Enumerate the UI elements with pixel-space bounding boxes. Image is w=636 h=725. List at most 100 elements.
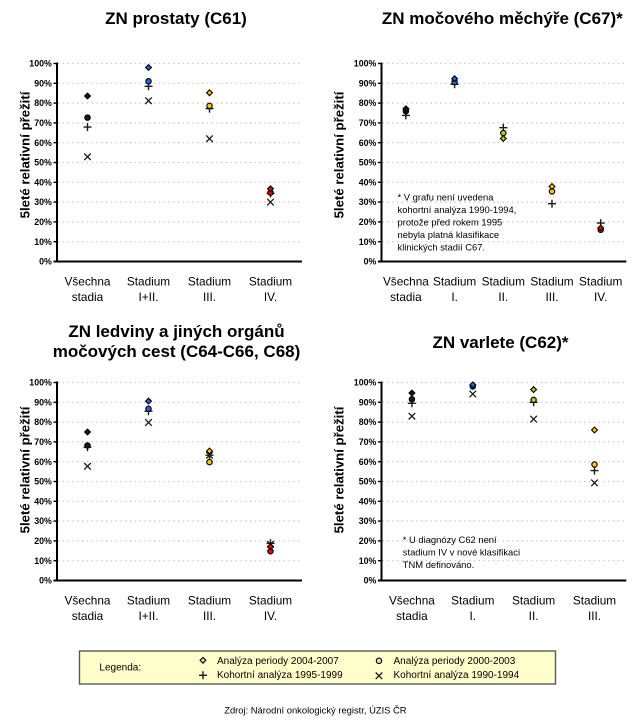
svg-text:protože před rokem 1995: protože před rokem 1995 [398,217,503,228]
svg-text:10%: 10% [359,556,377,566]
svg-text:100%: 100% [354,378,377,388]
svg-text:Stadium: Stadium [188,594,231,608]
svg-text:40%: 40% [359,496,377,506]
svg-text:50%: 50% [359,158,377,168]
svg-text:100%: 100% [354,59,377,69]
svg-text:50%: 50% [34,477,52,487]
svg-text:60%: 60% [359,457,377,467]
svg-text:Stadium: Stadium [249,594,292,608]
svg-text:70%: 70% [359,118,377,128]
svg-text:III.: III. [203,609,216,623]
svg-text:80%: 80% [359,417,377,427]
svg-text:stadia: stadia [72,609,104,623]
svg-text:0%: 0% [364,257,377,267]
svg-text:ZN ledviny a jiných orgánů: ZN ledviny a jiných orgánů [68,322,284,341]
svg-text:30%: 30% [359,197,377,207]
svg-text:klinických stadií C67.: klinických stadií C67. [398,242,486,253]
svg-text:I.: I. [470,609,477,623]
svg-text:Stadium: Stadium [433,275,476,289]
svg-text:20%: 20% [34,217,52,227]
svg-text:0%: 0% [364,576,377,586]
svg-text:I.: I. [451,290,458,304]
svg-text:Kohortní analýza 1990-1994: Kohortní analýza 1990-1994 [394,670,520,681]
svg-text:90%: 90% [34,78,52,88]
svg-text:* U diagnózy C62 není: * U diagnózy C62 není [403,534,497,545]
svg-text:Analýza periody 2000-2003: Analýza periody 2000-2003 [394,656,516,667]
svg-text:80%: 80% [34,417,52,427]
svg-text:80%: 80% [359,98,377,108]
svg-text:Všechna: Všechna [65,594,111,608]
svg-text:Legenda:: Legenda: [99,663,141,674]
svg-text:Stadium: Stadium [127,594,170,608]
svg-text:Stadium: Stadium [188,275,231,289]
svg-text:ZN varlete (C62)*: ZN varlete (C62)* [432,333,568,352]
svg-text:III.: III. [588,609,601,623]
svg-text:III.: III. [203,290,216,304]
svg-text:10%: 10% [359,237,377,247]
svg-text:90%: 90% [359,78,377,88]
svg-text:Zdroj: Národní onkologický reg: Zdroj: Národní onkologický registr, ÚZIS… [224,705,407,716]
svg-text:Kohortní analýza 1995-1999: Kohortní analýza 1995-1999 [217,670,343,681]
svg-text:40%: 40% [359,177,377,187]
svg-text:stadia: stadia [396,609,428,623]
svg-text:70%: 70% [34,437,52,447]
svg-text:Stadium: Stadium [579,275,622,289]
svg-text:60%: 60% [34,457,52,467]
svg-text:90%: 90% [359,397,377,407]
svg-text:10%: 10% [34,237,52,247]
svg-text:5leté relativní přežití: 5leté relativní přežití [331,90,346,218]
svg-text:močových cest (C64-C66, C68): močových cest (C64-C66, C68) [53,342,301,361]
svg-text:Stadium: Stadium [482,275,525,289]
svg-text:kohortní analýza 1990-1994,: kohortní analýza 1990-1994, [398,204,517,215]
svg-text:90%: 90% [34,397,52,407]
svg-text:Stadium: Stadium [530,275,573,289]
svg-text:40%: 40% [34,496,52,506]
svg-text:Všechna: Všechna [65,275,111,289]
svg-text:0%: 0% [39,576,52,586]
svg-text:Analýza periody 2004-2007: Analýza periody 2004-2007 [217,656,339,667]
svg-text:I+II.: I+II. [139,290,159,304]
svg-text:IV.: IV. [594,290,607,304]
svg-text:TNM definováno.: TNM definováno. [403,559,474,570]
svg-text:Všechna: Všechna [383,275,429,289]
svg-text:5leté relativní přežití: 5leté relativní přežití [331,405,346,533]
svg-text:I+II.: I+II. [139,609,159,623]
svg-text:IV.: IV. [264,290,277,304]
svg-text:100%: 100% [29,59,52,69]
svg-text:III.: III. [545,290,558,304]
svg-text:ZN prostaty (C61): ZN prostaty (C61) [105,9,247,28]
svg-text:ZN močového měchýře (C67)*: ZN močového měchýře (C67)* [382,9,623,28]
svg-text:5leté relativní přežití: 5leté relativní přežití [17,405,32,533]
svg-text:80%: 80% [34,98,52,108]
svg-text:10%: 10% [34,556,52,566]
svg-text:30%: 30% [34,197,52,207]
svg-text:0%: 0% [39,257,52,267]
svg-text:60%: 60% [34,138,52,148]
svg-text:20%: 20% [34,536,52,546]
svg-text:stadium IV v nové klasifikaci: stadium IV v nové klasifikaci [403,546,520,557]
svg-text:100%: 100% [29,378,52,388]
svg-text:30%: 30% [34,516,52,526]
svg-text:70%: 70% [34,118,52,128]
svg-text:20%: 20% [359,217,377,227]
svg-text:Stadium: Stadium [249,275,292,289]
svg-text:Stadium: Stadium [512,594,555,608]
svg-text:30%: 30% [359,516,377,526]
svg-text:70%: 70% [359,437,377,447]
svg-text:IV.: IV. [264,609,277,623]
svg-text:* V grafu není uvedena: * V grafu není uvedena [398,191,495,202]
svg-text:50%: 50% [359,477,377,487]
svg-text:50%: 50% [34,158,52,168]
svg-text:stadia: stadia [72,290,104,304]
svg-text:Všechna: Všechna [389,594,435,608]
svg-text:nebyla platná klasifikace: nebyla platná klasifikace [398,229,500,240]
svg-text:60%: 60% [359,138,377,148]
svg-text:Stadium: Stadium [127,275,170,289]
svg-text:II.: II. [498,290,508,304]
svg-text:40%: 40% [34,177,52,187]
svg-text:Stadium: Stadium [451,594,494,608]
svg-text:5leté relativní přežití: 5leté relativní přežití [17,90,32,218]
svg-text:Stadium: Stadium [573,594,616,608]
svg-text:II.: II. [529,609,539,623]
svg-text:stadia: stadia [390,290,422,304]
